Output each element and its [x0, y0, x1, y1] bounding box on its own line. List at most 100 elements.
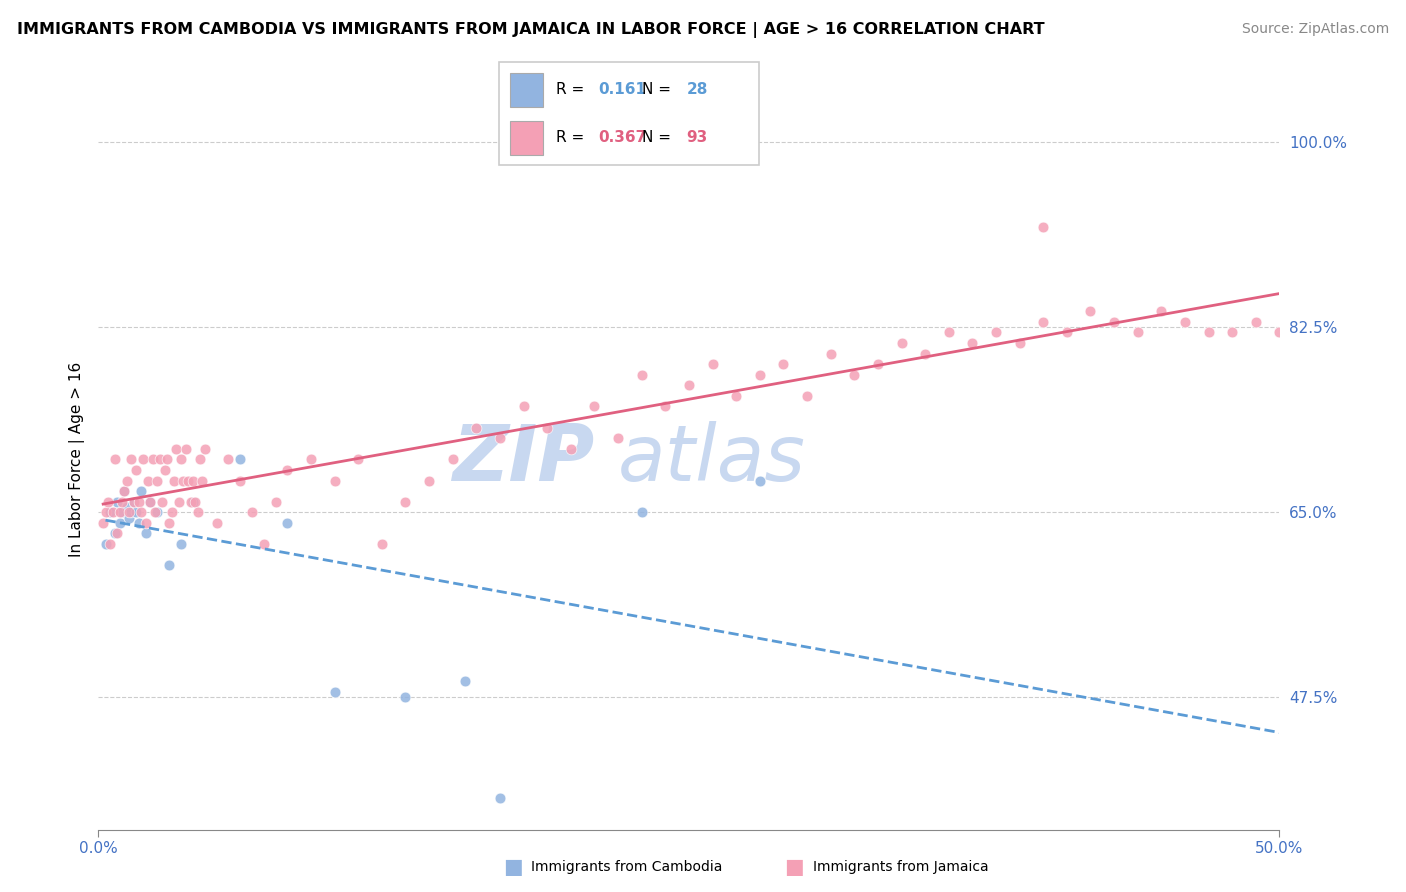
Point — [150, 494, 173, 508]
Text: 0.367: 0.367 — [598, 130, 647, 145]
Point — [118, 510, 141, 524]
Point — [121, 505, 143, 519]
Point — [170, 537, 193, 551]
Point — [91, 516, 114, 530]
Point — [177, 474, 200, 488]
FancyBboxPatch shape — [499, 62, 759, 165]
Point — [1150, 304, 1173, 318]
Text: atlas: atlas — [619, 421, 806, 498]
Point — [1244, 315, 1267, 329]
Point — [276, 463, 298, 477]
Point — [772, 357, 794, 371]
Point — [678, 378, 700, 392]
Point — [654, 400, 676, 414]
Point — [143, 505, 166, 519]
Point — [394, 690, 416, 705]
Point — [132, 452, 155, 467]
Point — [112, 484, 135, 499]
Point — [111, 505, 134, 519]
Point — [157, 558, 180, 573]
Point — [489, 790, 512, 805]
Point — [191, 474, 214, 488]
Point — [583, 400, 606, 414]
Point — [1198, 326, 1220, 340]
Point — [866, 357, 889, 371]
Point — [1008, 336, 1031, 351]
Point — [115, 500, 138, 514]
Point — [371, 537, 394, 551]
Point — [121, 452, 143, 467]
Point — [181, 494, 204, 508]
Point — [165, 442, 187, 456]
Text: 0.161: 0.161 — [598, 82, 645, 97]
Point — [98, 505, 121, 519]
Point — [157, 516, 180, 530]
Text: R =: R = — [557, 130, 589, 145]
Point — [170, 452, 193, 467]
Point — [890, 336, 912, 351]
Point — [122, 494, 145, 508]
Point — [174, 442, 197, 456]
Point — [163, 474, 186, 488]
Text: ■: ■ — [503, 857, 523, 877]
Text: N =: N = — [643, 130, 676, 145]
Text: 28: 28 — [686, 82, 707, 97]
Point — [135, 526, 157, 541]
Point — [229, 452, 252, 467]
Text: IMMIGRANTS FROM CAMBODIA VS IMMIGRANTS FROM JAMAICA IN LABOR FORCE | AGE > 16 CO: IMMIGRANTS FROM CAMBODIA VS IMMIGRANTS F… — [17, 22, 1045, 38]
Point — [938, 326, 960, 340]
Point — [253, 537, 276, 551]
Point — [128, 494, 150, 508]
Point — [105, 494, 128, 508]
Point — [187, 505, 209, 519]
Point — [115, 474, 138, 488]
Point — [748, 474, 770, 488]
Point — [702, 357, 724, 371]
Point — [347, 452, 370, 467]
Point — [118, 505, 141, 519]
Text: Immigrants from Jamaica: Immigrants from Jamaica — [813, 860, 988, 874]
Point — [156, 452, 179, 467]
Point — [142, 452, 165, 467]
Text: Immigrants from Cambodia: Immigrants from Cambodia — [531, 860, 723, 874]
Point — [512, 400, 534, 414]
Point — [323, 685, 346, 699]
Point — [276, 516, 298, 530]
Point — [146, 474, 169, 488]
Point — [129, 505, 152, 519]
Point — [441, 452, 464, 467]
Point — [323, 474, 346, 488]
Point — [139, 494, 162, 508]
Point — [1102, 315, 1125, 329]
Point — [299, 452, 322, 467]
Point — [135, 516, 157, 530]
Point — [748, 368, 770, 382]
Point — [489, 431, 512, 445]
Text: ■: ■ — [785, 857, 804, 877]
Point — [1032, 219, 1054, 234]
Point — [111, 494, 134, 508]
Point — [108, 505, 131, 519]
Point — [560, 442, 582, 456]
Bar — [509, 73, 543, 106]
Point — [104, 452, 127, 467]
Point — [184, 494, 207, 508]
Point — [844, 368, 866, 382]
Point — [796, 389, 818, 403]
Point — [1126, 326, 1149, 340]
Point — [630, 505, 652, 519]
Point — [418, 474, 440, 488]
Point — [607, 431, 630, 445]
Point — [128, 516, 150, 530]
Text: Source: ZipAtlas.com: Source: ZipAtlas.com — [1241, 22, 1389, 37]
Point — [125, 505, 148, 519]
Point — [136, 474, 159, 488]
Point — [160, 505, 183, 519]
Point — [94, 505, 117, 519]
Point — [1174, 315, 1197, 329]
Point — [180, 494, 202, 508]
Point — [153, 463, 176, 477]
Point — [122, 494, 145, 508]
Point — [984, 326, 1007, 340]
Point — [172, 474, 194, 488]
